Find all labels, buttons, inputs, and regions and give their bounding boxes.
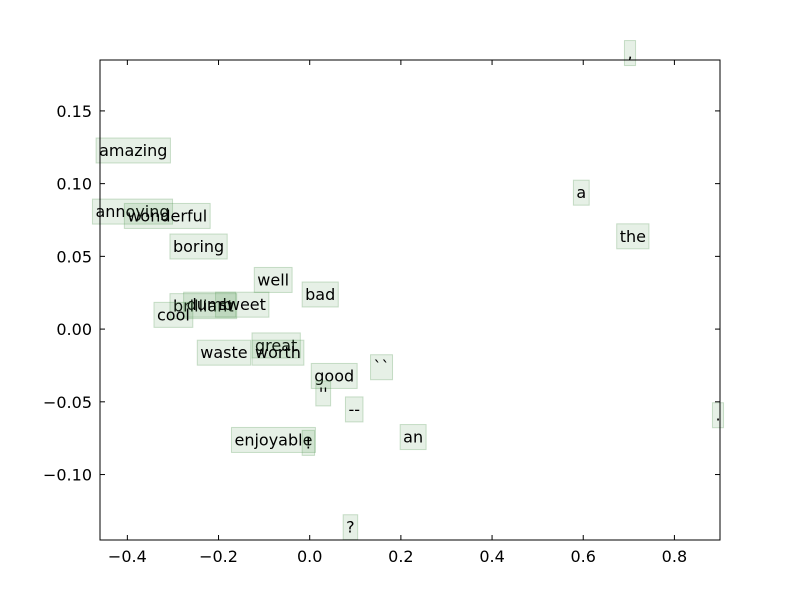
word-point: annoying [91, 198, 174, 225]
word-label-box [183, 291, 237, 318]
word-label-box [399, 424, 427, 451]
word-label: sweet [219, 295, 266, 314]
word-label: good [314, 366, 354, 385]
word-label-box [91, 198, 174, 225]
word-label-box [301, 281, 339, 308]
word-point: great [251, 332, 301, 359]
word-label: enjoyable [234, 430, 312, 449]
word-label-box [623, 40, 637, 67]
word-label: annoying [95, 202, 169, 221]
y-tick-label: −0.10 [43, 466, 92, 485]
word-point: good [310, 362, 358, 389]
word-label-box [572, 179, 590, 206]
word-label: . [715, 406, 720, 425]
x-tick-label: 0.6 [571, 547, 596, 566]
x-tick-label: 0.4 [479, 547, 504, 566]
word-point: a [572, 179, 590, 206]
word-point: boring [169, 233, 228, 260]
word-point: amazing [95, 137, 171, 164]
word-point: . [711, 402, 725, 429]
word-label: worth [255, 343, 301, 362]
word-point: worth [251, 339, 305, 366]
word-label: , [627, 44, 632, 63]
word-label: '' [319, 384, 328, 403]
word-point: well [253, 266, 293, 293]
word-point: wonderful [123, 202, 211, 229]
word-label-box [251, 339, 305, 366]
word-label-box [370, 354, 394, 381]
x-tick-label: −0.4 [108, 547, 147, 566]
word-point: cool [153, 301, 194, 328]
word-label: dumb [187, 295, 233, 314]
word-label: cool [157, 305, 190, 324]
word-label-box [616, 223, 650, 250]
word-label-box [230, 426, 316, 453]
word-label-box [169, 293, 238, 320]
word-label-box [315, 380, 332, 407]
word-label-box [123, 202, 211, 229]
x-tick-label: −0.2 [199, 547, 238, 566]
word-label-box [153, 301, 194, 328]
word-label-box [301, 429, 316, 456]
word-point: sweet [215, 291, 270, 318]
word-label: amazing [99, 141, 167, 160]
word-label-box [95, 137, 171, 164]
x-tick-label: 0.0 [297, 547, 322, 566]
y-tick-label: 0.00 [56, 320, 92, 339]
x-tick-label: 0.2 [388, 547, 413, 566]
word-label-box [215, 291, 270, 318]
word-point: dumb [183, 291, 237, 318]
word-label: ? [346, 518, 355, 537]
word-label: wonderful [127, 206, 207, 225]
word-point: `` [370, 354, 394, 381]
word-label-box [169, 233, 228, 260]
word-point: waste [196, 339, 252, 366]
plot-frame [99, 59, 721, 541]
word-label-box [196, 339, 252, 366]
word-label: well [257, 270, 289, 289]
word-label-box [253, 266, 293, 293]
word-label: brilliant [173, 297, 234, 316]
word-label: an [403, 428, 423, 447]
word-label: great [255, 336, 297, 355]
word-labels-layer: ,amazingaannoyingwonderfultheboringwellb… [91, 40, 725, 541]
word-label: -- [348, 400, 360, 419]
word-point: an [399, 424, 427, 451]
word-point: '' [315, 380, 332, 407]
y-tick-label: 0.10 [56, 175, 92, 194]
word-point: the [616, 223, 650, 250]
word-label-box [344, 396, 364, 423]
word-point: bad [301, 281, 339, 308]
y-tick-label: 0.15 [56, 102, 92, 121]
word-label-box [310, 362, 358, 389]
word-label-box [251, 332, 301, 359]
word-point: ? [342, 514, 359, 541]
x-tick-label: 0.8 [662, 547, 687, 566]
word-point: enjoyable [230, 426, 316, 453]
y-tick-label: −0.05 [43, 393, 92, 412]
word-label: waste [200, 343, 247, 362]
word-point: brilliant [169, 293, 238, 320]
word-label-box [711, 402, 725, 429]
word-point: , [623, 40, 637, 67]
y-tick-label: 0.05 [56, 247, 92, 266]
word-point: -- [344, 396, 364, 423]
word-label: bad [305, 285, 335, 304]
word-label: a [576, 183, 586, 202]
axes-layer: −0.4 −0.2 0.0 0.2 0.4 0.6 0.8 0.15 0.10 0.05 0.00 −… [43, 60, 720, 566]
word-point: ! [301, 429, 316, 456]
word-label: ! [305, 433, 311, 452]
word-label: boring [173, 237, 224, 256]
word-label: `` [374, 358, 390, 377]
word-label: the [620, 227, 646, 246]
